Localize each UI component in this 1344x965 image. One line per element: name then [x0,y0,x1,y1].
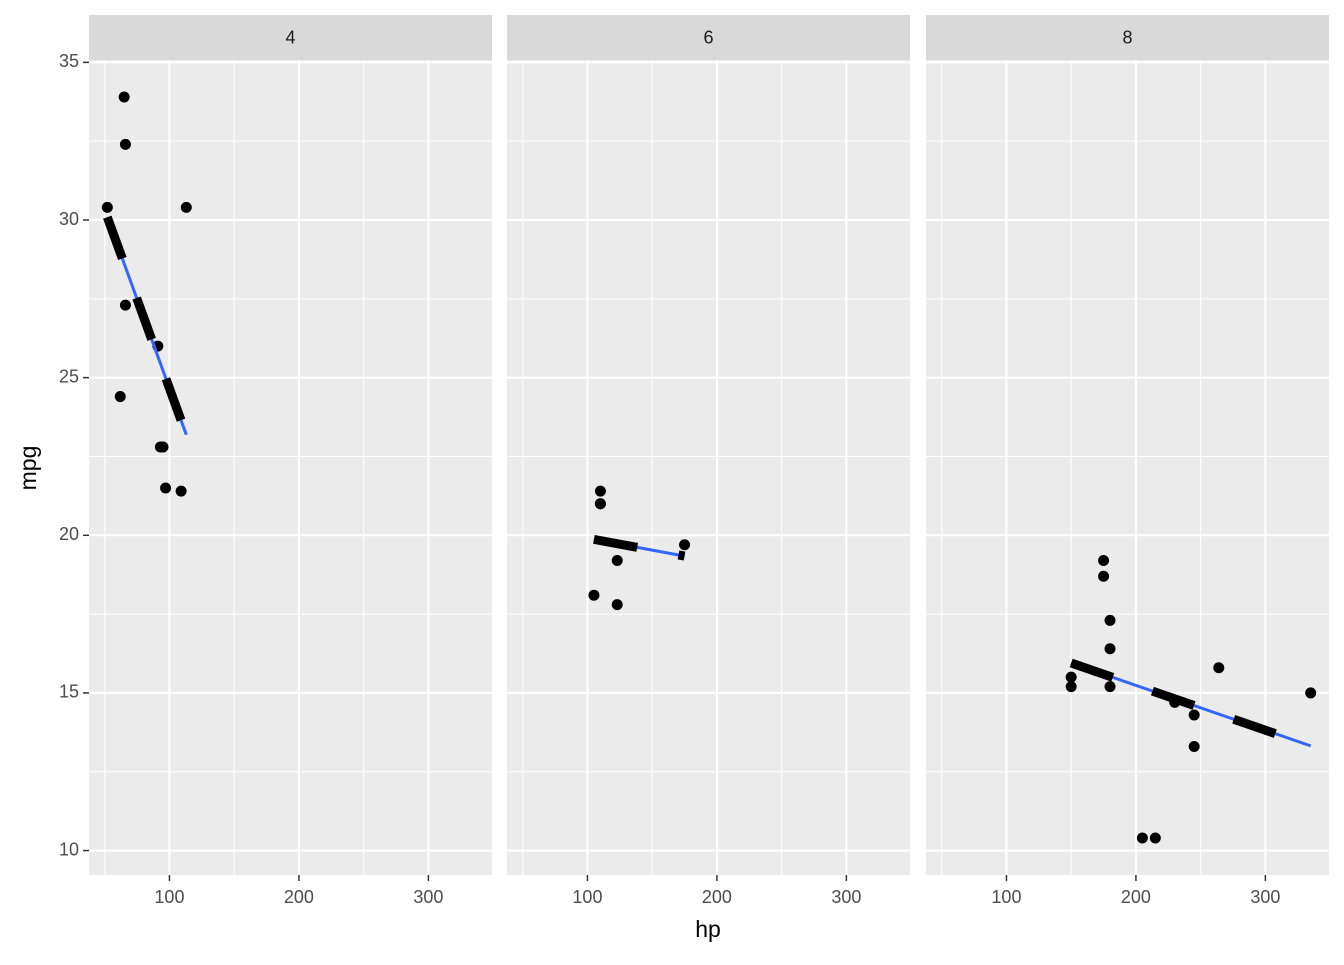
x-tick-label: 300 [413,887,443,907]
point [119,138,131,150]
point [611,599,623,611]
strip [89,15,492,60]
panel [507,60,910,875]
point [1098,555,1110,567]
point [1305,687,1317,699]
x-tick-label: 300 [831,887,861,907]
point [594,485,606,497]
panel [89,60,492,875]
point [594,498,606,510]
point [611,555,623,567]
strip [507,15,910,60]
point [119,299,131,311]
x-tick-label: 300 [1250,887,1280,907]
point [1149,832,1161,844]
y-tick-label: 35 [59,51,79,71]
point [1104,614,1116,626]
point [1104,643,1116,655]
point [114,391,126,403]
strip [926,15,1329,60]
y-tick-label: 15 [59,682,79,702]
strip-label: 8 [1122,27,1132,47]
x-tick-label: 200 [702,887,732,907]
y-tick-label: 10 [59,839,79,859]
point [1098,570,1110,582]
point [679,539,691,551]
point [118,91,130,103]
point [1188,741,1200,753]
x-tick-label: 100 [991,887,1021,907]
strip-label: 6 [703,27,713,47]
x-tick-label: 200 [284,887,314,907]
x-tick-label: 100 [572,887,602,907]
x-tick-label: 100 [154,887,184,907]
y-tick-label: 25 [59,366,79,386]
point [1188,709,1200,721]
point [1213,662,1225,674]
fit-line-dashed [103,215,191,437]
y-tick-label: 30 [59,209,79,229]
point [1104,681,1116,693]
panel [926,60,1329,875]
point [180,201,192,213]
x-axis-title: hp [695,916,721,942]
point [1136,832,1148,844]
point [1065,671,1077,683]
x-tick-label: 200 [1121,887,1151,907]
point [175,485,187,497]
y-tick-label: 20 [59,524,79,544]
strip-label: 4 [285,27,295,47]
fit-line-dashed [1069,658,1313,751]
fit-line-dashed [593,534,686,561]
point [157,441,169,453]
point [160,482,172,494]
point [588,589,600,601]
y-axis-title: mpg [15,446,41,491]
point [1065,681,1077,693]
point [101,201,113,213]
